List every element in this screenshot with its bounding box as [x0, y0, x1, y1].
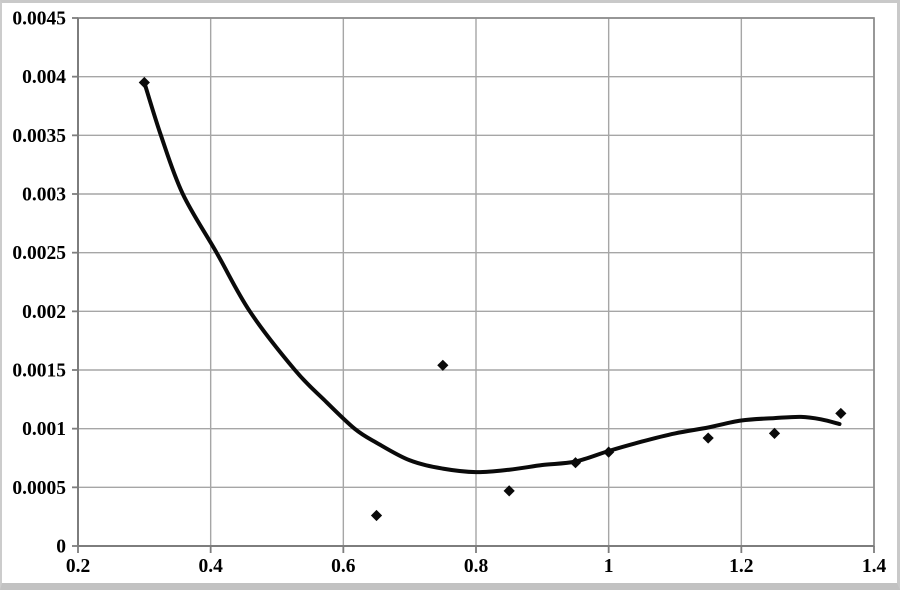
- data-point-marker: [503, 485, 515, 497]
- y-tick-label: 0: [56, 537, 66, 558]
- y-tick-label: 0.001: [22, 419, 66, 440]
- y-tick-label: 0.003: [22, 185, 66, 206]
- y-tick-label: 0.0045: [12, 9, 66, 30]
- x-tick-label: 1.4: [862, 556, 887, 577]
- y-tick-label: 0.002: [22, 302, 66, 323]
- x-tick-label: 1: [604, 556, 614, 577]
- x-tick-label: 1.2: [729, 556, 753, 577]
- x-tick-label: 0.6: [331, 556, 356, 577]
- y-tick-label: 0.004: [22, 67, 66, 88]
- trendline-curve: [142, 80, 842, 475]
- y-tick-label: 0.0035: [12, 126, 66, 147]
- data-point-marker: [835, 407, 847, 420]
- x-tick-label: 0.2: [66, 556, 90, 577]
- y-tick-label: 0.0025: [12, 243, 66, 264]
- data-point-marker: [702, 432, 714, 444]
- data-point-marker: [768, 427, 781, 439]
- x-tick-label: 0.8: [464, 556, 489, 577]
- scatter-chart-with-trendline: 0 0.0005 0.001 0.0015 0.002 0.0025 0.003 0.0035…: [12, 9, 887, 578]
- data-point-marker: [569, 457, 582, 469]
- y-tick-label: 0.0015: [12, 361, 66, 382]
- data-point-marker: [138, 76, 150, 89]
- x-tick-label: 0.4: [198, 556, 223, 577]
- data-point-marker: [370, 509, 383, 522]
- data-point-marker: [437, 359, 449, 371]
- data-point-marker: [603, 446, 615, 458]
- y-tick-label: 0.0005: [12, 478, 66, 499]
